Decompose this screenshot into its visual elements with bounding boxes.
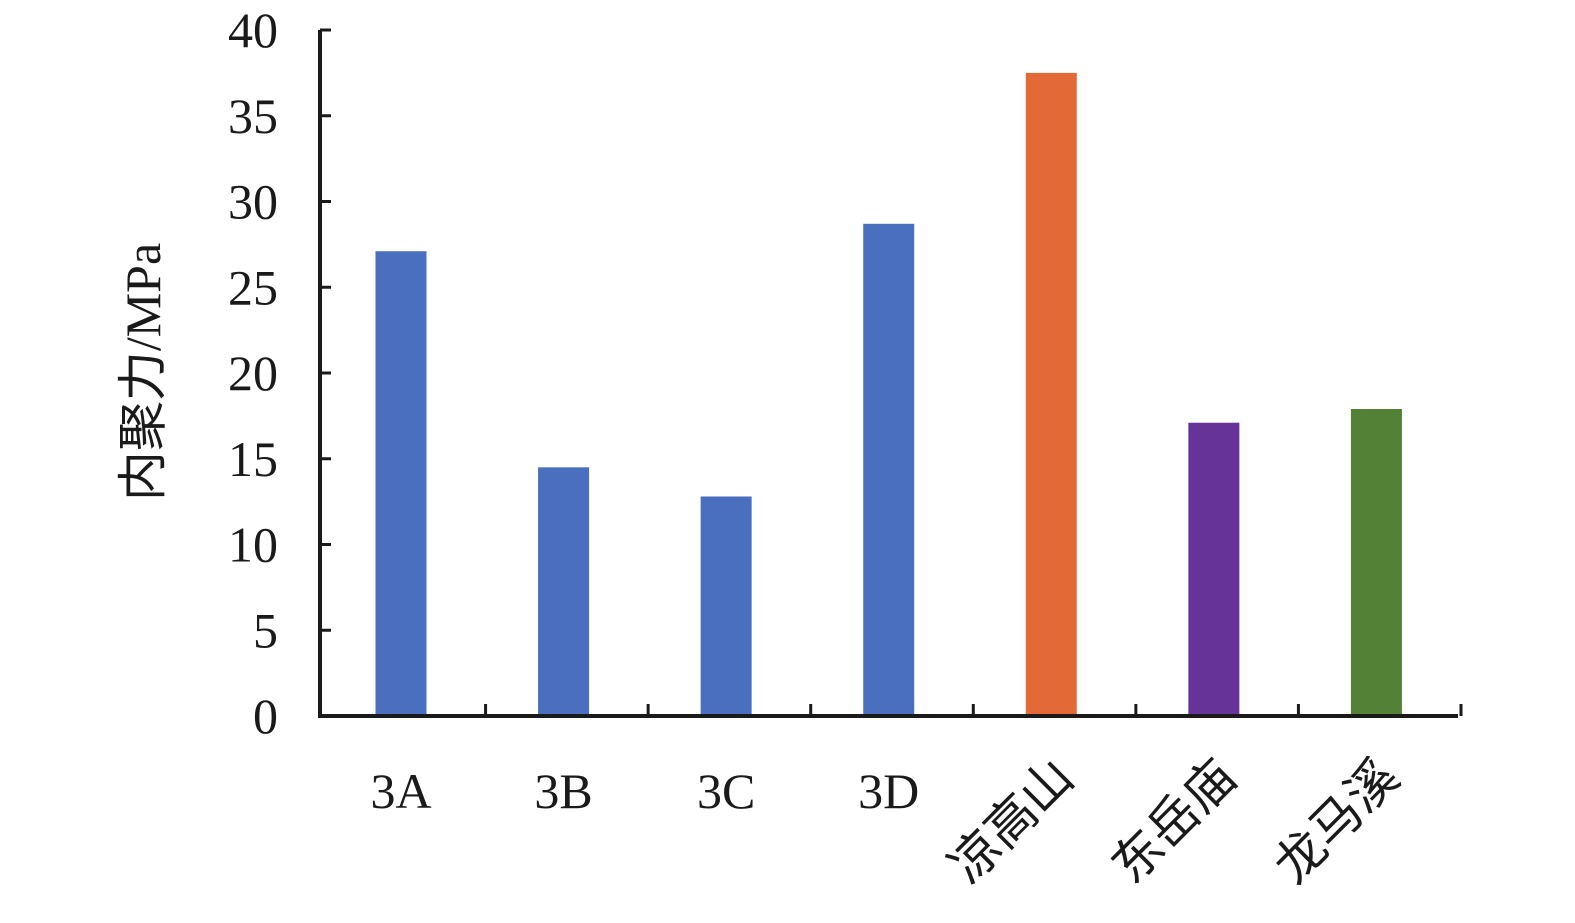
y-tick-label: 30	[228, 174, 278, 230]
bar-5	[1025, 72, 1077, 716]
y-tick-label: 25	[228, 259, 278, 315]
x-tick-label: 东岳庙	[1101, 748, 1247, 894]
x-tick-label: 3D	[858, 763, 919, 819]
y-tick-label: 10	[228, 517, 278, 573]
bar-4	[863, 223, 915, 717]
y-tick-label: 5	[253, 602, 278, 658]
x-tick-label: 龙马溪	[1264, 748, 1410, 894]
bar-2	[538, 467, 590, 716]
y-tick-label: 35	[228, 88, 278, 144]
x-axis-tick-labels: 3A 3B 3C 3D 凉高山 东岳庙 龙马溪	[370, 748, 1409, 894]
bar-3	[700, 496, 752, 716]
y-tick-label: 15	[228, 431, 278, 487]
x-tick-label: 凉高山	[938, 748, 1084, 894]
y-axis-tick-labels: 0 5 10 15 20 25 30 35 40	[228, 2, 278, 744]
y-tick-label: 20	[228, 345, 278, 401]
bars	[375, 72, 1402, 717]
x-tick-label: 3C	[697, 763, 755, 819]
bar-7	[1350, 409, 1402, 716]
bar-1	[375, 251, 427, 717]
x-tick-label: 3A	[370, 763, 431, 819]
y-tick-label: 40	[228, 2, 278, 58]
y-tick-label: 0	[253, 688, 278, 744]
y-axis-title: 内聚力/MPa	[115, 243, 171, 501]
bar-6	[1188, 422, 1240, 716]
x-tick-label: 3B	[534, 763, 592, 819]
